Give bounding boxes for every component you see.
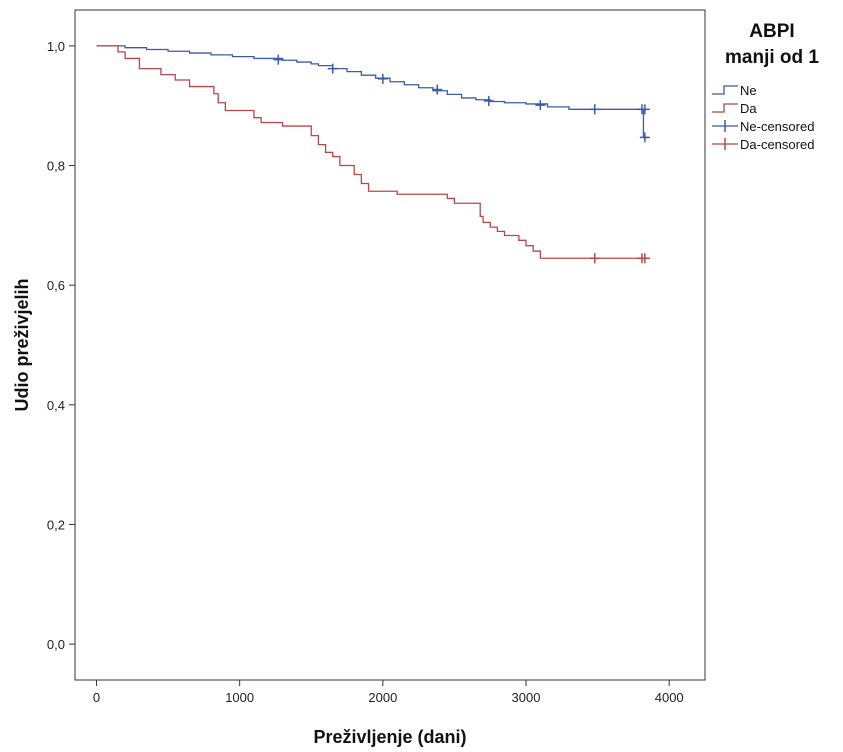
y-tick-label: 0,2 xyxy=(47,517,65,532)
legend-item-ne: Ne xyxy=(712,83,757,98)
y-tick-label: 0,4 xyxy=(47,398,65,413)
y-tick-label: 0,0 xyxy=(47,637,65,652)
x-tick-label: 1000 xyxy=(225,690,254,705)
censor-mark-ne xyxy=(483,95,494,106)
legend-items: Ne Da Ne-censored Da-censored xyxy=(712,83,814,152)
legend-label: Da xyxy=(740,101,757,116)
x-axis-title: Preživljenje (dani) xyxy=(313,727,466,747)
y-axis: 0,0 0,2 0,4 0,6 0,8 1,0 xyxy=(47,39,75,652)
censor-mark-ne xyxy=(273,54,284,65)
legend-title-line-2: manji od 1 xyxy=(725,47,819,68)
censor-mark-ne xyxy=(589,104,600,115)
legend-label: Ne-censored xyxy=(740,119,814,134)
plot-frame xyxy=(74,9,706,681)
legend: ABPI manji od 1 Ne Da Ne-censored Da-censor… xyxy=(712,21,819,152)
censor-mark-ne xyxy=(327,63,338,74)
x-axis: 0 1000 2000 3000 4000 xyxy=(93,680,684,705)
series-line-da xyxy=(96,45,648,259)
y-axis-title: Udio preživjelih xyxy=(12,278,32,411)
censor-mark-ne xyxy=(639,132,650,143)
censor-mark-ne xyxy=(432,84,443,95)
x-tick-label: 0 xyxy=(93,690,100,705)
legend-title-line-1: ABPI xyxy=(749,21,794,42)
censor-mark-da xyxy=(639,253,650,264)
legend-label: Da-censored xyxy=(740,137,814,152)
x-tick-label: 4000 xyxy=(655,690,684,705)
legend-item-da: Da xyxy=(712,101,757,116)
legend-item-da-censored: Da-censored xyxy=(712,137,814,152)
y-tick-label: 1,0 xyxy=(47,39,65,54)
x-tick-label: 2000 xyxy=(368,690,397,705)
x-tick-label: 3000 xyxy=(512,690,541,705)
censor-mark-ne xyxy=(377,73,388,84)
y-tick-label: 0,8 xyxy=(47,159,65,174)
legend-item-ne-censored: Ne-censored xyxy=(712,119,814,134)
legend-swatch xyxy=(712,85,738,95)
series-line-ne xyxy=(96,45,648,139)
series-layer xyxy=(96,45,650,264)
censor-mark-ne xyxy=(535,100,546,111)
censor-mark-da xyxy=(589,253,600,264)
censor-mark-ne xyxy=(639,104,650,115)
legend-swatch xyxy=(712,103,738,113)
y-tick-label: 0,6 xyxy=(47,278,65,293)
legend-label: Ne xyxy=(740,83,757,98)
